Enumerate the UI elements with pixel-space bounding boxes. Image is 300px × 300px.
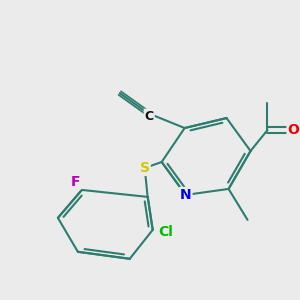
Text: C: C bbox=[145, 110, 154, 123]
Text: F: F bbox=[71, 175, 80, 189]
Text: O: O bbox=[287, 123, 299, 137]
Text: N: N bbox=[180, 188, 191, 202]
Text: Cl: Cl bbox=[159, 224, 173, 239]
Text: S: S bbox=[140, 161, 150, 175]
